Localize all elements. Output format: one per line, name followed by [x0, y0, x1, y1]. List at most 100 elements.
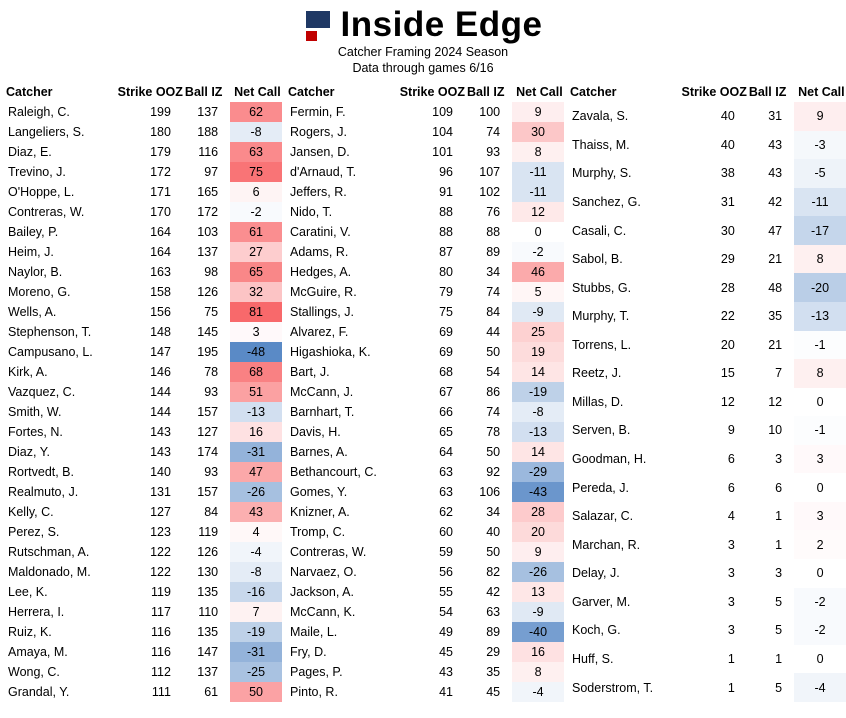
table-row: Bailey, P. 164 103 61: [6, 222, 282, 242]
table-row: Knizner, A. 62 34 28: [288, 502, 564, 522]
net-call-value: -1: [794, 416, 846, 445]
net-call-value: -4: [230, 542, 282, 562]
table-row: Diaz, E. 179 116 63: [6, 142, 282, 162]
catcher-name: Rogers, J.: [290, 125, 347, 139]
catcher-name: Soderstrom, T.: [572, 680, 654, 695]
ball-iz-value: 165: [197, 185, 219, 199]
catcher-name: Maldonado, M.: [8, 565, 91, 579]
table-row: Goodman, H. 6 3 3: [570, 444, 846, 474]
net-call-value: -4: [794, 673, 846, 702]
strike-ooz-value: 65: [439, 425, 453, 439]
net-call-value: -11: [512, 162, 564, 182]
net-call-value: 0: [794, 387, 846, 417]
strike-ooz-value: 170: [150, 205, 171, 219]
strike-ooz-value: 49: [439, 625, 453, 639]
strike-ooz-value: 163: [150, 265, 171, 279]
catcher-name: Marchan, R.: [572, 537, 641, 552]
ball-iz-value: 92: [486, 465, 501, 479]
strike-ooz-value: 171: [150, 185, 171, 199]
table-row: Marchan, R. 3 1 2: [570, 530, 846, 559]
net-call-value: 2: [794, 530, 846, 559]
strike-ooz-value: 69: [439, 345, 453, 359]
catcher-name: Ruiz, K.: [8, 625, 52, 639]
catcher-name: Bart, J.: [290, 365, 330, 379]
ball-iz-value: 174: [197, 445, 219, 459]
ball-iz-value: 63: [486, 605, 501, 619]
header: Inside Edge Catcher Framing 2024 Season …: [0, 0, 846, 76]
table-row: Fry, D. 45 29 16: [288, 642, 564, 662]
table-row: Stallings, J. 75 84 -9: [288, 302, 564, 322]
net-call-value: 81: [230, 302, 282, 322]
ball-iz-value: 35: [486, 665, 501, 679]
table-row: Contreras, W. 170 172 -2: [6, 202, 282, 222]
catcher-name: Huff, S.: [572, 651, 614, 666]
table-row: Grandal, Y. 111 61 50: [6, 682, 282, 702]
net-call-value: 4: [230, 522, 282, 542]
net-call-value: -8: [512, 402, 564, 422]
table-row: Herrera, I. 117 110 7: [6, 602, 282, 622]
strike-ooz-value: 67: [439, 385, 453, 399]
catcher-name: Contreras, W.: [8, 205, 85, 219]
net-call-value: 0: [794, 559, 846, 588]
catcher-name: Adams, R.: [290, 245, 349, 259]
table-row: Barnes, A. 64 50 14: [288, 442, 564, 462]
net-call-value: -48: [230, 342, 282, 362]
ball-iz-value: 1: [775, 651, 783, 666]
ball-iz-value: 135: [197, 625, 219, 639]
strike-ooz-value: 158: [150, 285, 171, 299]
strike-ooz-value: 45: [439, 645, 453, 659]
table-row: Smith, W. 144 157 -13: [6, 402, 282, 422]
strike-ooz-value: 156: [150, 305, 171, 319]
strike-ooz-value: 111: [151, 685, 171, 699]
net-call-value: 8: [512, 142, 564, 162]
catcher-name: Stallings, J.: [290, 305, 354, 319]
table-row: Delay, J. 3 3 0: [570, 559, 846, 588]
ball-iz-value: 74: [486, 285, 501, 299]
strike-ooz-value: 68: [439, 365, 453, 379]
net-call-value: -5: [794, 159, 846, 188]
strike-ooz-value: 40: [720, 137, 735, 152]
table-row: Reetz, J. 15 7 8: [570, 359, 846, 388]
table-row: Murphy, S. 38 43 -5: [570, 159, 846, 188]
catcher-name: Alvarez, F.: [290, 325, 349, 339]
strike-ooz-value: 123: [150, 525, 171, 539]
table-row: Diaz, Y. 143 174 -31: [6, 442, 282, 462]
strike-ooz-value: 62: [439, 505, 453, 519]
catcher-name: Jansen, D.: [290, 145, 350, 159]
table-row: Narvaez, O. 56 82 -26: [288, 562, 564, 582]
logo-navy-square: [305, 10, 330, 28]
strike-ooz-value: 91: [439, 185, 453, 199]
table-row: Fermin, F. 109 100 9: [288, 102, 564, 122]
catcher-name: Bailey, P.: [8, 225, 59, 239]
net-call-value: 9: [512, 102, 564, 122]
net-call-value: -31: [230, 642, 282, 662]
ball-iz-value: 78: [204, 365, 219, 379]
ball-iz-value: 93: [486, 145, 501, 159]
column-header-catcher: Catcher: [6, 85, 53, 99]
net-call-value: -3: [794, 130, 846, 160]
ball-iz-value: 6: [775, 480, 783, 495]
table-header: Catcher Strike OOZ Ball IZ Net Call: [6, 82, 282, 102]
table-row: Fortes, N. 143 127 16: [6, 422, 282, 442]
strike-ooz-value: 9: [727, 423, 735, 438]
ball-iz-value: 50: [486, 445, 501, 459]
catcher-framing-table-right: Catcher Strike OOZ Ball IZ Net Call Zava…: [570, 82, 846, 702]
catcher-name: Sanchez, G.: [572, 194, 641, 209]
strike-ooz-value: 30: [720, 223, 735, 238]
ball-iz-value: 31: [768, 109, 783, 124]
strike-ooz-value: 3: [727, 594, 735, 609]
catcher-name: Nido, T.: [290, 205, 333, 219]
catcher-name: Jackson, A.: [290, 585, 354, 599]
catcher-name: Casali, C.: [572, 223, 627, 238]
table-row: Adams, R. 87 89 -2: [288, 242, 564, 262]
strike-ooz-value: 6: [727, 452, 735, 467]
table-row: Hedges, A. 80 34 46: [288, 262, 564, 282]
table-row: Alvarez, F. 69 44 25: [288, 322, 564, 342]
strike-ooz-value: 112: [150, 665, 171, 679]
table-row: Kelly, C. 127 84 43: [6, 502, 282, 522]
table-body: Zavala, S. 40 31 9 Thaiss, M. 40 43 -3 Murphy, S…: [570, 102, 846, 702]
table-row: Soderstrom, T. 1 5 -4: [570, 673, 846, 702]
net-call-value: 50: [230, 682, 282, 702]
strike-ooz-value: 199: [150, 105, 171, 119]
ball-iz-value: 126: [197, 545, 219, 559]
